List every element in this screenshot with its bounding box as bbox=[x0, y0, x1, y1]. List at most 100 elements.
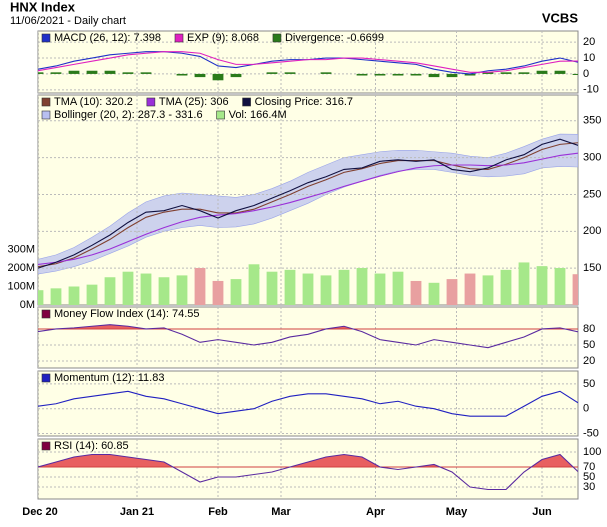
bar bbox=[302, 273, 314, 305]
plot bbox=[38, 307, 578, 368]
bar bbox=[464, 273, 476, 305]
legend-label: TMA (10): 320.2 bbox=[54, 96, 133, 108]
bar bbox=[284, 72, 296, 74]
legend-label: EXP (9): 8.068 bbox=[187, 32, 259, 44]
bar bbox=[536, 70, 548, 74]
bar bbox=[518, 72, 530, 74]
y2-tick-label: 300M bbox=[7, 243, 35, 255]
x-tick-label: Mar bbox=[271, 506, 291, 518]
line bbox=[38, 138, 578, 269]
bar bbox=[230, 279, 242, 305]
bar bbox=[392, 73, 404, 76]
bar bbox=[38, 290, 44, 305]
line bbox=[38, 152, 578, 266]
overbought-fill bbox=[38, 454, 578, 467]
y-tick-label: 30 bbox=[583, 481, 595, 493]
legend-key bbox=[41, 309, 51, 319]
y-tick-label: -10 bbox=[583, 84, 599, 96]
legend-label: Vol: 166.4M bbox=[229, 109, 287, 121]
x-tick-label: Dec 20 bbox=[22, 506, 57, 518]
bar bbox=[410, 73, 422, 76]
bar bbox=[266, 72, 278, 74]
y-tick-label: 50 bbox=[583, 471, 595, 483]
bar bbox=[464, 73, 476, 76]
y-tick-label: 20 bbox=[583, 355, 595, 367]
x-tick-label: Jun bbox=[532, 506, 552, 518]
line bbox=[38, 324, 578, 349]
bar bbox=[50, 288, 62, 305]
bar bbox=[446, 73, 458, 78]
legend-label: RSI (14): 60.85 bbox=[54, 440, 129, 452]
bar bbox=[176, 73, 188, 76]
bar bbox=[176, 275, 188, 305]
bar bbox=[356, 73, 368, 76]
legend-key bbox=[41, 33, 51, 43]
y-tick-label: 200 bbox=[583, 225, 601, 237]
legend-label: Momentum (12): 11.83 bbox=[54, 372, 164, 384]
y-tick-label: 50 bbox=[583, 339, 595, 351]
legend-key bbox=[174, 33, 184, 43]
bar bbox=[518, 262, 530, 305]
bar bbox=[266, 271, 278, 305]
bar bbox=[410, 280, 422, 305]
bar bbox=[554, 70, 566, 74]
bar bbox=[428, 73, 440, 78]
y2-tick-label: 0M bbox=[20, 299, 35, 311]
y-tick-label: 250 bbox=[583, 188, 601, 200]
y2-tick-label: 200M bbox=[7, 262, 35, 274]
legend-label: Divergence: -0.6699 bbox=[285, 32, 384, 44]
legend-key bbox=[41, 373, 51, 383]
y-tick-label: 100 bbox=[583, 446, 601, 458]
bar bbox=[38, 72, 44, 74]
bar bbox=[500, 72, 512, 74]
bar bbox=[86, 284, 98, 305]
legend-key bbox=[272, 33, 282, 43]
line bbox=[38, 142, 578, 268]
line bbox=[38, 453, 578, 491]
panel-background bbox=[37, 370, 579, 437]
legend-key bbox=[146, 97, 156, 107]
legend-label: Money Flow Index (14): 74.55 bbox=[54, 308, 200, 320]
panel-background bbox=[37, 30, 579, 94]
legend-key bbox=[216, 110, 225, 120]
bar bbox=[194, 73, 206, 78]
x-tick-label: Jan 21 bbox=[120, 506, 154, 518]
bar bbox=[482, 72, 494, 74]
bar bbox=[392, 271, 404, 305]
y-tick-label: 10 bbox=[583, 52, 595, 64]
legend-label: Closing Price: 316.7 bbox=[255, 96, 353, 108]
y-tick-label: 70 bbox=[583, 461, 595, 473]
legend-key bbox=[242, 97, 251, 107]
bar bbox=[140, 72, 152, 74]
y-tick-label: 0 bbox=[583, 68, 589, 80]
chart-title: HNX Index bbox=[10, 0, 76, 14]
y2-tick-label: 100M bbox=[7, 280, 35, 292]
bar bbox=[500, 269, 512, 305]
bar bbox=[482, 275, 494, 305]
y-tick-label: 50 bbox=[583, 378, 595, 390]
bar bbox=[68, 70, 80, 74]
legend-label: TMA (25): 306 bbox=[159, 96, 229, 108]
legend-key bbox=[41, 110, 51, 120]
legend-key bbox=[41, 97, 51, 107]
bar bbox=[104, 70, 116, 74]
legend-label: Bollinger (20, 2): 287.3 - 331.6 bbox=[54, 109, 203, 121]
legend-key bbox=[41, 441, 51, 451]
bar bbox=[50, 72, 62, 74]
bar bbox=[284, 269, 296, 305]
bar bbox=[212, 280, 224, 305]
legend-label: MACD (26, 12): 7.398 bbox=[54, 32, 161, 44]
bar bbox=[338, 269, 350, 305]
y-tick-label: 300 bbox=[583, 152, 601, 164]
x-tick-label: May bbox=[446, 506, 468, 518]
bar bbox=[212, 73, 224, 81]
source: VCBS bbox=[542, 10, 578, 25]
line bbox=[38, 51, 578, 73]
panel-background bbox=[37, 306, 579, 369]
y-tick-label: 0 bbox=[583, 403, 589, 415]
plot bbox=[38, 439, 578, 499]
bar bbox=[158, 277, 170, 305]
bar bbox=[536, 266, 548, 305]
bar bbox=[572, 274, 578, 305]
